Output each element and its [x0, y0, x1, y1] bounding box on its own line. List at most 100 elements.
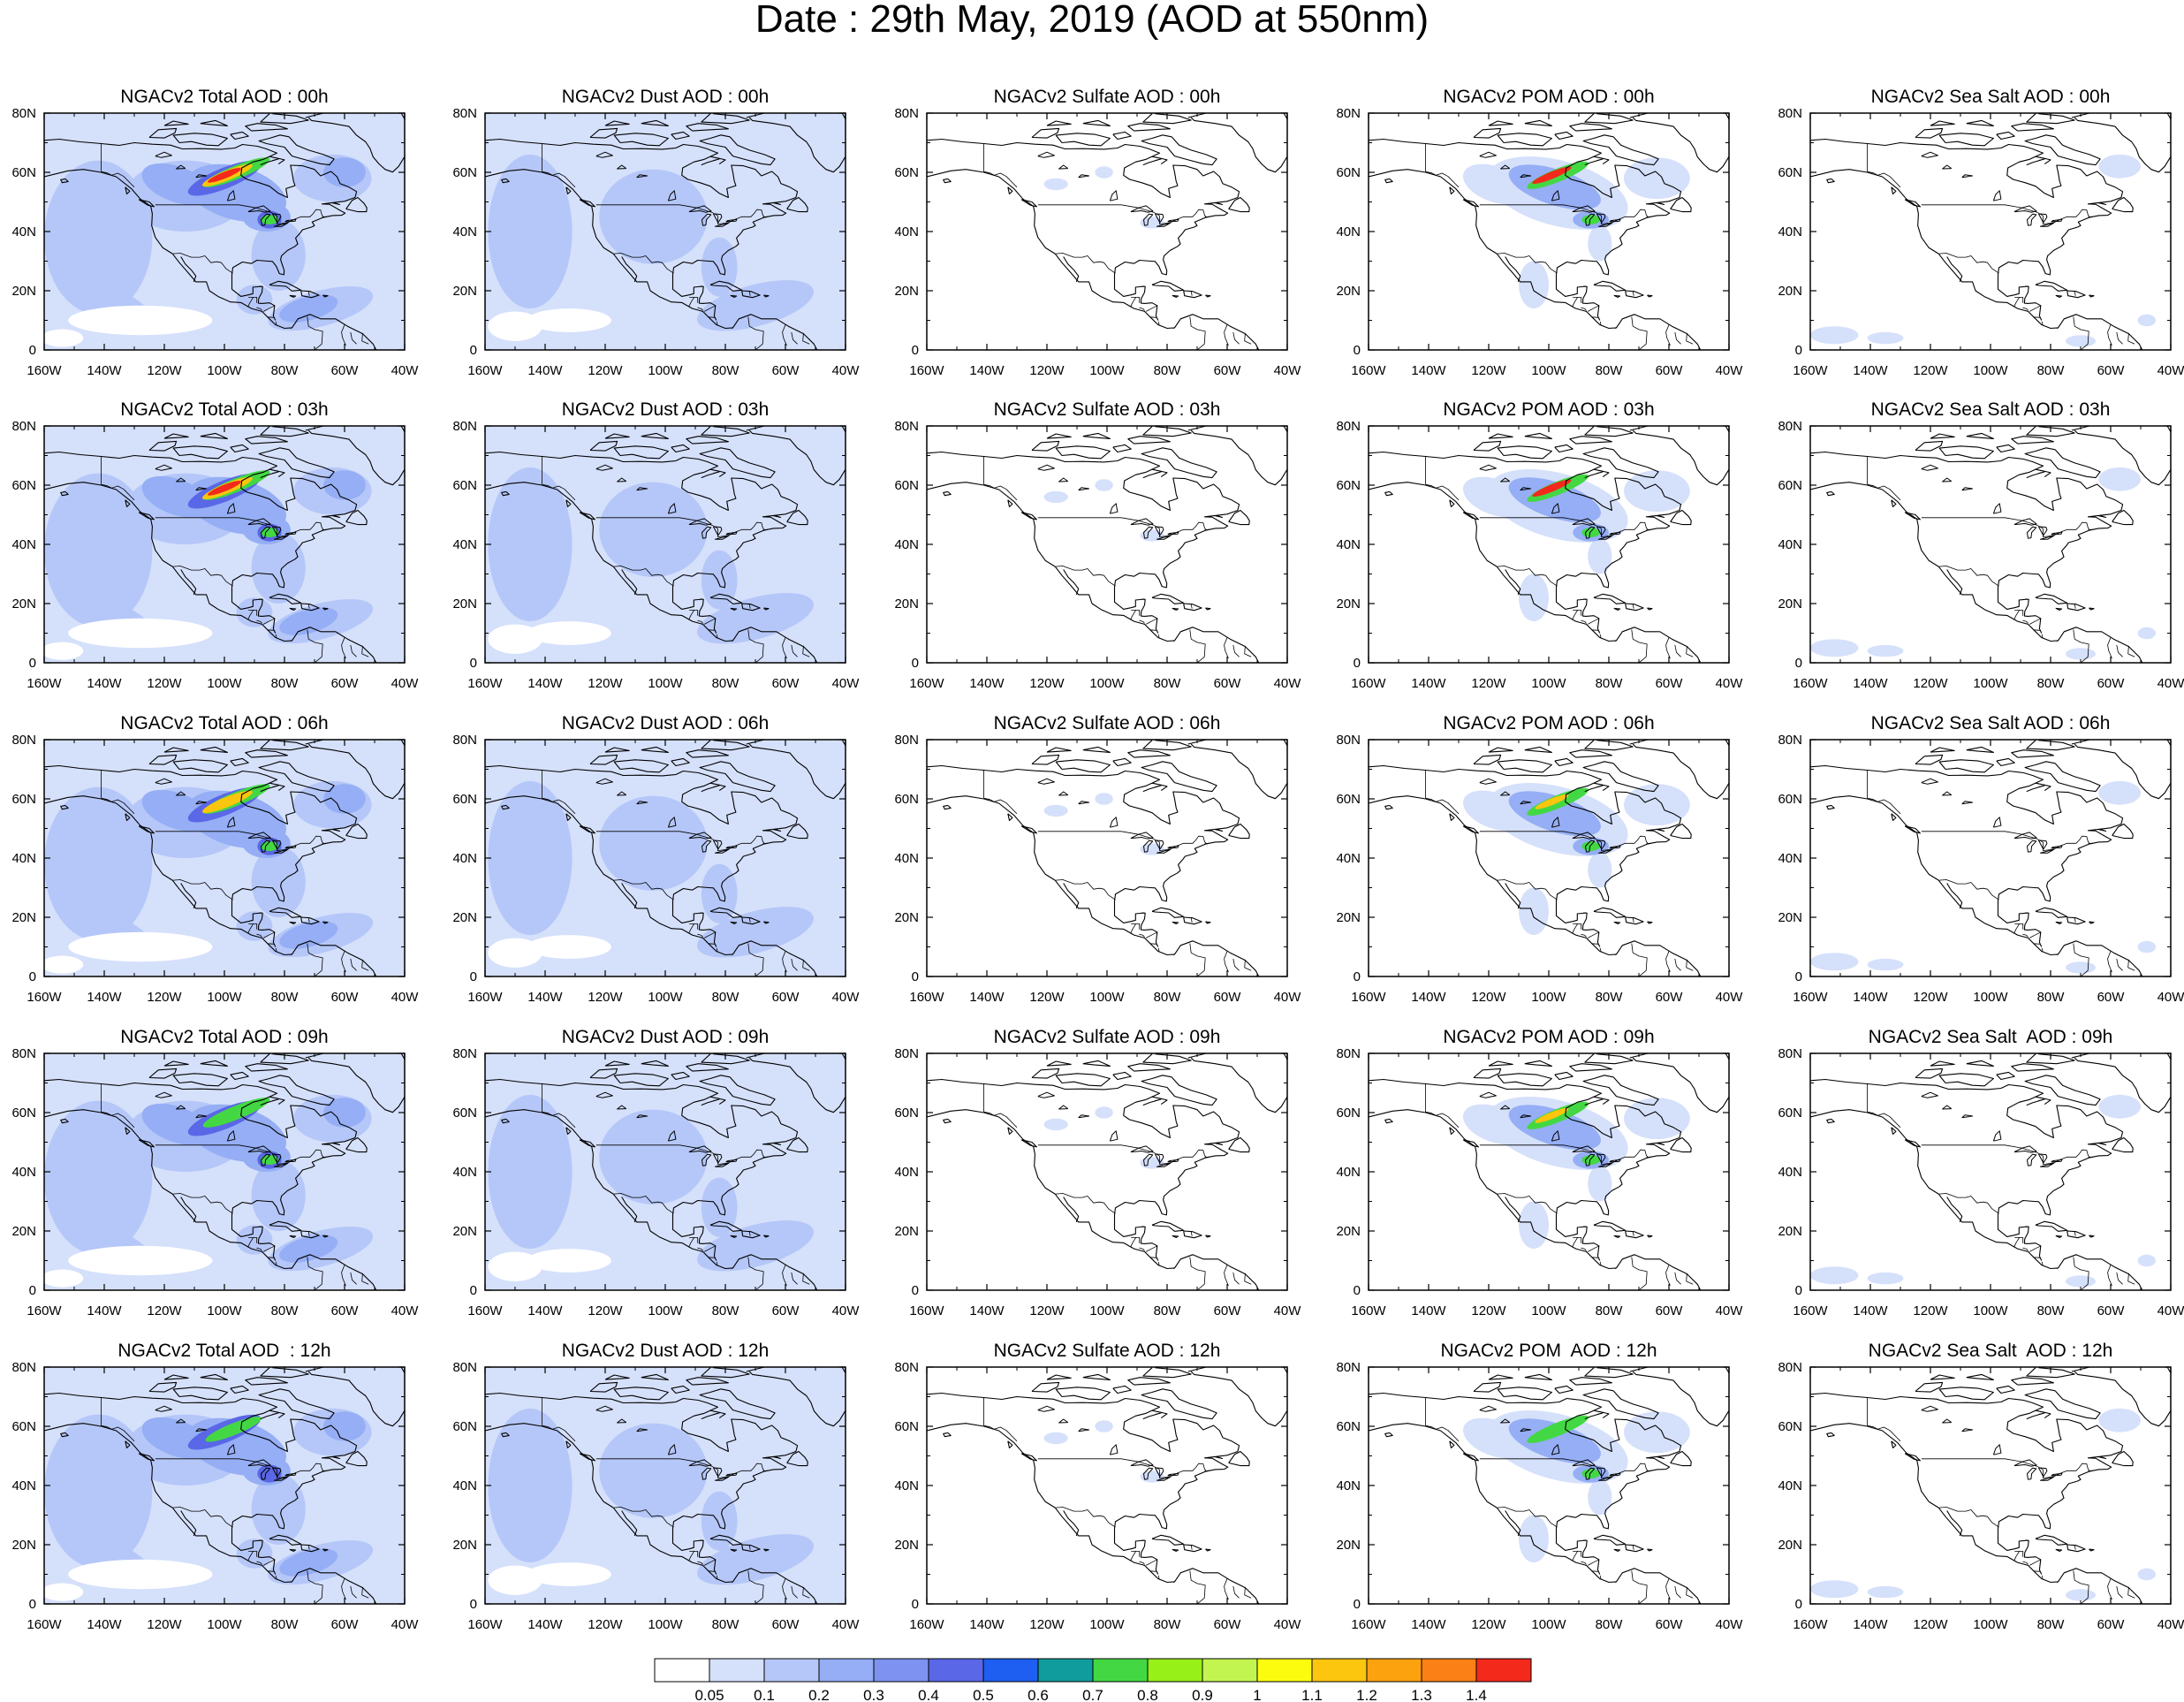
coastline	[1151, 1534, 1185, 1546]
lake-outline	[2027, 1467, 2037, 1480]
coastline	[1473, 754, 1502, 765]
coastline	[260, 785, 279, 793]
x-tick-label: 140W	[87, 363, 122, 378]
country-border	[2056, 639, 2059, 642]
coastline	[1810, 138, 2124, 297]
aod-shade	[701, 237, 738, 297]
coastline	[746, 740, 846, 746]
coastline	[1007, 1127, 1013, 1136]
aod-field	[1462, 1097, 1690, 1250]
country-border	[791, 1272, 798, 1285]
lake-outline	[1058, 477, 1069, 482]
coastline	[1142, 1098, 1162, 1106]
coastline	[1646, 842, 1651, 845]
country-border	[689, 923, 699, 930]
lake-outline	[226, 503, 236, 514]
x-tick-label: 40W	[1716, 1303, 1744, 1318]
coastline	[621, 1510, 638, 1537]
aod-shade	[1519, 1201, 1549, 1250]
coastline	[2024, 447, 2101, 479]
coastline	[180, 569, 197, 596]
aod-shade	[44, 1414, 153, 1569]
coastline	[1647, 921, 1653, 924]
country-border	[1572, 610, 1578, 620]
coastline	[589, 127, 618, 139]
aod-shade	[488, 1094, 573, 1250]
coastline	[1891, 499, 1897, 508]
country-border	[267, 629, 274, 631]
y-tick-label: 0	[1795, 1597, 1802, 1612]
aod-shade	[697, 907, 814, 958]
aod-shade	[1508, 477, 1601, 523]
coastline	[1063, 1510, 1080, 1537]
y-tick-label: 40N	[452, 224, 477, 239]
y-tick-label: 0	[470, 1597, 477, 1612]
coastline	[1369, 482, 1702, 663]
country-border	[267, 943, 274, 945]
country-border	[248, 296, 258, 303]
coastline	[1569, 749, 1612, 758]
coastline	[641, 1373, 669, 1380]
country-border	[1572, 297, 1578, 308]
lake-outline	[1500, 477, 1511, 482]
lake-outline	[1961, 487, 1974, 491]
coastline	[698, 285, 717, 321]
lake-outline	[667, 817, 677, 828]
coastline	[1140, 912, 1159, 947]
coastline	[2089, 1235, 2095, 1238]
aod-shade	[2137, 940, 2156, 954]
x-tick-label: 80W	[2037, 1617, 2066, 1632]
x-tick-label: 40W	[391, 990, 420, 1005]
country-border	[2116, 644, 2123, 657]
country-border	[307, 1545, 310, 1550]
lake-outline	[1500, 1105, 1511, 1110]
coastline	[1031, 1381, 1060, 1393]
lake-outline	[1551, 1444, 1560, 1455]
coastline	[1938, 133, 1994, 147]
lake-outline	[1992, 1130, 2002, 1142]
y-tick-label: 40N	[1336, 1165, 1361, 1180]
coastline	[245, 749, 288, 758]
country-border	[1055, 879, 1116, 900]
coastline	[269, 1409, 285, 1419]
coastline	[2035, 280, 2068, 292]
coastline	[148, 754, 178, 765]
lake-outline	[273, 848, 289, 854]
lake-outline	[1921, 1405, 1938, 1412]
coastline	[138, 512, 155, 520]
coastline	[1505, 256, 1521, 283]
country-border	[1632, 917, 1634, 923]
coastline	[269, 907, 302, 918]
lake-outline	[1596, 1467, 1606, 1478]
x-tick-label: 40W	[391, 676, 420, 691]
coastline	[172, 133, 228, 147]
country-border	[1224, 951, 1229, 973]
aod-shade	[236, 285, 273, 315]
x-tick-label: 120W	[147, 990, 182, 1005]
coastline	[2088, 1470, 2093, 1472]
coastline	[1214, 514, 1224, 519]
country-border	[1146, 1559, 1158, 1566]
coastline	[307, 743, 405, 800]
coastline	[258, 1388, 335, 1420]
coastline	[1369, 451, 1682, 610]
aod-shade	[701, 1491, 738, 1551]
country-border	[2074, 1545, 2076, 1550]
coastline	[746, 113, 846, 119]
coastline	[1584, 1098, 1604, 1106]
aod-shade	[1624, 157, 1690, 200]
coastline	[698, 1539, 717, 1575]
aod-shade	[1095, 793, 1113, 805]
country-border	[1588, 931, 1600, 938]
country-border	[2022, 1561, 2029, 1565]
coastline	[1473, 1068, 1502, 1079]
coastline	[44, 451, 358, 610]
aod-field	[1043, 1106, 1164, 1169]
aod-shade	[1043, 178, 1068, 191]
lake-outline	[1167, 1159, 1179, 1163]
country-border	[2014, 1550, 2024, 1557]
colorbar-label: 0.05	[694, 1687, 724, 1702]
y-tick-label: 20N	[452, 596, 477, 612]
lake-outline	[1143, 1153, 1154, 1166]
coastline	[1183, 916, 1202, 925]
